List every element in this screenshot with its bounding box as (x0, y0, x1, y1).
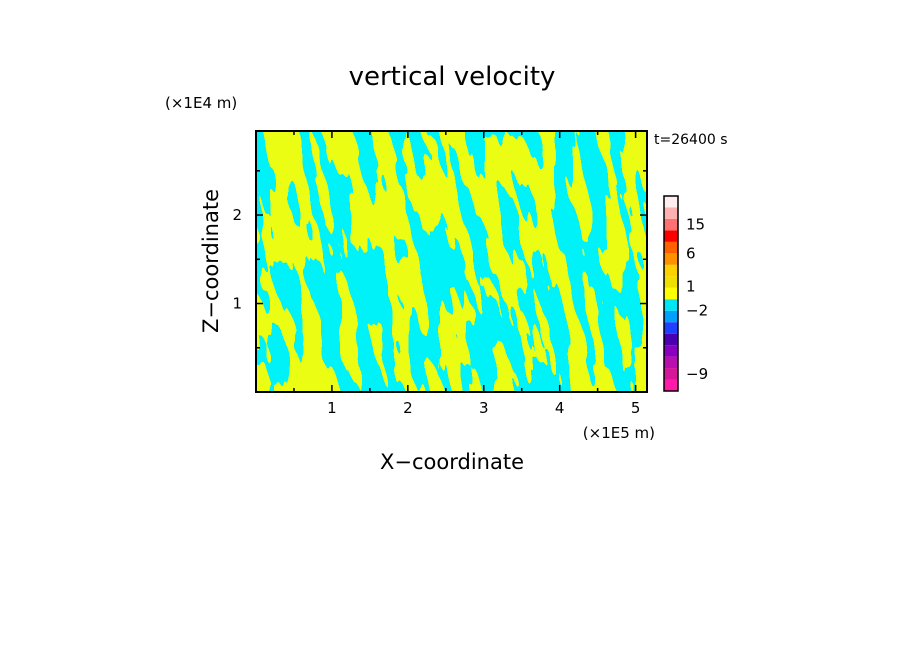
colorbar-level (664, 345, 678, 357)
colorbar-level (664, 299, 678, 311)
y-axis-ticks: 12 (232, 170, 647, 349)
colorbar-level (664, 196, 678, 208)
field-tint (256, 131, 647, 392)
x-axis-label: X−coordinate (380, 450, 524, 474)
colorbar-level (664, 368, 678, 380)
colorbar-level (664, 356, 678, 369)
x-axis-unit-label: (×1E5 m) (583, 424, 655, 442)
colorbar-level (664, 333, 678, 346)
chart-title: vertical velocity (349, 62, 556, 92)
colorbar-frame (663, 195, 679, 392)
colorbar-tick-label: 1 (686, 278, 696, 296)
time-label: t=26400 s (654, 132, 728, 148)
x-tick-label: 1 (327, 399, 337, 417)
colorbar-tick-label: −2 (686, 302, 708, 320)
plot-frame (255, 130, 648, 393)
colorbar-level (664, 379, 678, 391)
colorbar-level (664, 241, 678, 254)
colorbar-level (664, 218, 678, 231)
x-tick-label: 2 (403, 399, 413, 417)
colorbar-level (664, 230, 678, 242)
colorbar-tick-label: 15 (686, 216, 705, 234)
velocity-field (256, 131, 647, 392)
colorbar-level (664, 253, 678, 265)
colorbar-tick-label: −9 (686, 365, 708, 383)
x-axis-ticks: 1 2 3 4 5 (293, 131, 641, 417)
colorbar-level (664, 322, 678, 334)
y-tick-label: 2 (232, 206, 242, 224)
colorbar-tick-label: 6 (686, 244, 696, 262)
y-axis-label: Z−coordinate (199, 189, 223, 333)
y-tick-label: 1 (232, 295, 242, 313)
colorbar-level (664, 310, 678, 323)
x-tick-label: 4 (555, 399, 565, 417)
colorbar-level (664, 264, 678, 277)
colorbar-level (664, 287, 678, 300)
x-tick-label: 3 (479, 399, 489, 417)
colorbar-level (664, 276, 678, 288)
colorbar-level (664, 207, 678, 219)
colorbar: 15 6 1 −2 −9 (663, 195, 708, 392)
x-tick-label: 5 (631, 399, 641, 417)
y-axis-unit-label: (×1E4 m) (165, 94, 237, 112)
